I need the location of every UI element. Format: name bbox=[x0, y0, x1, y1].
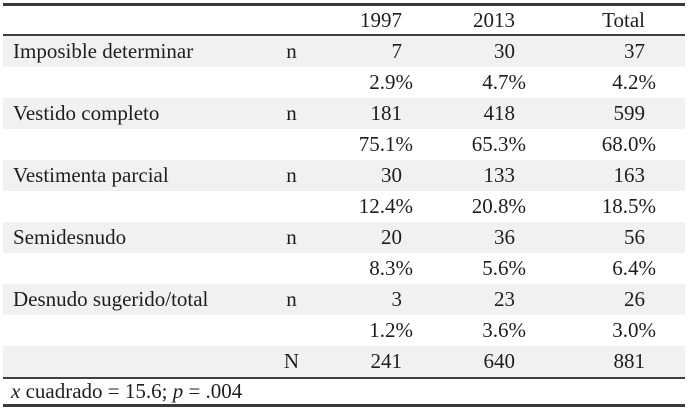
cell-2013-pct: 3.6% bbox=[482, 318, 526, 342]
cell-2013-pct: 65.3% bbox=[471, 132, 526, 156]
crosstab-table: 1997 2013 Total Imposible determinar n 7… bbox=[3, 6, 685, 377]
n-marker-empty bbox=[258, 315, 325, 346]
n-marker: n bbox=[286, 39, 297, 63]
cell-1997-pct: 1.2% bbox=[369, 318, 413, 342]
cell-2013: 133 bbox=[483, 163, 516, 187]
cell-1997-pct: 75.1% bbox=[358, 132, 413, 156]
cell-1997: 3 bbox=[391, 287, 403, 311]
cell-1997-N: 241 bbox=[370, 349, 403, 373]
table-row: Desnudo sugerido/total n 3 23 26 bbox=[3, 284, 685, 315]
row-label-empty bbox=[3, 253, 258, 284]
n-marker: n bbox=[286, 225, 297, 249]
cell-total: 26 bbox=[624, 287, 645, 311]
chi-variable: x bbox=[11, 379, 21, 403]
table-row: Vestimenta parcial n 30 133 163 bbox=[3, 160, 685, 191]
cell-2013-pct: 4.7% bbox=[482, 70, 526, 94]
cell-total-pct: 3.0% bbox=[612, 318, 656, 342]
cell-1997: 20 bbox=[381, 225, 402, 249]
cell-2013-pct: 5.6% bbox=[482, 256, 526, 280]
row-label-empty bbox=[3, 129, 258, 160]
p-variable: p bbox=[172, 379, 184, 403]
table-body: Imposible determinar n 7 30 37 2.9% 4.7%… bbox=[3, 35, 685, 377]
n-marker-empty bbox=[258, 253, 325, 284]
row-label: Imposible determinar bbox=[13, 39, 194, 63]
n-marker-empty bbox=[258, 191, 325, 222]
p-value-text: = .004 bbox=[183, 379, 243, 403]
header-total: Total bbox=[602, 8, 645, 32]
row-label-empty bbox=[3, 67, 258, 98]
cell-1997-pct: 2.9% bbox=[369, 70, 413, 94]
n-marker: n bbox=[286, 287, 297, 311]
row-label-empty bbox=[3, 346, 258, 377]
chi-square-note: x cuadrado = 15.6; p = .004 bbox=[3, 377, 685, 404]
N-marker: N bbox=[283, 349, 300, 373]
row-label: Semidesnudo bbox=[13, 225, 127, 249]
table-row: 1.2% 3.6% 3.0% bbox=[3, 315, 685, 346]
row-label: Desnudo sugerido/total bbox=[13, 287, 209, 311]
cell-2013: 23 bbox=[494, 287, 515, 311]
header-1997: 1997 bbox=[360, 8, 402, 32]
table-row: Semidesnudo n 20 36 56 bbox=[3, 222, 685, 253]
header-row: 1997 2013 Total bbox=[3, 6, 685, 35]
cell-2013: 36 bbox=[494, 225, 515, 249]
cell-2013-pct: 20.8% bbox=[471, 194, 526, 218]
grand-total-row: N 241 640 881 bbox=[3, 346, 685, 377]
cell-total: 163 bbox=[613, 163, 646, 187]
table-row: 2.9% 4.7% 4.2% bbox=[3, 67, 685, 98]
cell-1997-pct: 12.4% bbox=[358, 194, 413, 218]
row-label-empty bbox=[3, 315, 258, 346]
cell-total-pct: 18.5% bbox=[601, 194, 656, 218]
cell-total-pct: 6.4% bbox=[612, 256, 656, 280]
cell-total: 56 bbox=[624, 225, 645, 249]
header-2013: 2013 bbox=[473, 8, 515, 32]
header-empty-n bbox=[258, 6, 325, 35]
cell-2013: 418 bbox=[483, 101, 516, 125]
n-marker: n bbox=[286, 101, 297, 125]
cell-total-N: 881 bbox=[613, 349, 646, 373]
cell-1997: 30 bbox=[381, 163, 402, 187]
cell-2013-N: 640 bbox=[483, 349, 516, 373]
table-row: 75.1% 65.3% 68.0% bbox=[3, 129, 685, 160]
table-row: 12.4% 20.8% 18.5% bbox=[3, 191, 685, 222]
n-marker-empty bbox=[258, 129, 325, 160]
n-marker-empty bbox=[258, 67, 325, 98]
row-label: Vestimenta parcial bbox=[13, 163, 169, 187]
cell-1997: 181 bbox=[370, 101, 403, 125]
header-empty-label bbox=[3, 6, 258, 35]
crosstab-table-container: 1997 2013 Total Imposible determinar n 7… bbox=[3, 3, 685, 407]
table-row: 8.3% 5.6% 6.4% bbox=[3, 253, 685, 284]
n-marker: n bbox=[286, 163, 297, 187]
cell-total: 599 bbox=[613, 101, 646, 125]
cell-2013: 30 bbox=[494, 39, 515, 63]
row-label-empty bbox=[3, 191, 258, 222]
cell-1997: 7 bbox=[391, 39, 403, 63]
row-label: Vestido completo bbox=[13, 101, 160, 125]
cell-total-pct: 68.0% bbox=[601, 132, 656, 156]
table-header: 1997 2013 Total bbox=[3, 6, 685, 35]
cell-total-pct: 4.2% bbox=[612, 70, 656, 94]
table-row: Imposible determinar n 7 30 37 bbox=[3, 35, 685, 67]
table-row: Vestido completo n 181 418 599 bbox=[3, 98, 685, 129]
cell-1997-pct: 8.3% bbox=[369, 256, 413, 280]
cell-total: 37 bbox=[624, 39, 645, 63]
chi-text: cuadrado = 15.6; bbox=[20, 379, 173, 403]
